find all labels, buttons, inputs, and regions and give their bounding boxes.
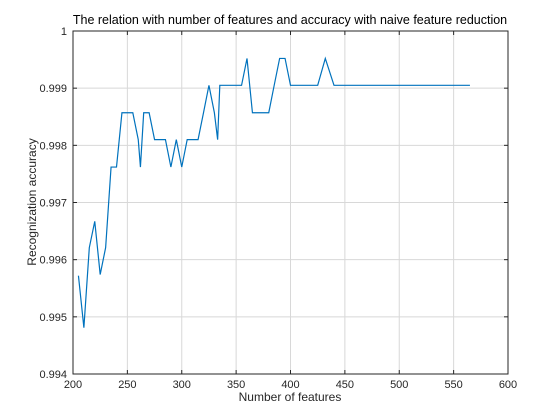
x-tick-label: 450	[336, 379, 354, 391]
chart-title: The relation with number of features and…	[73, 13, 507, 27]
grid-lines	[73, 31, 508, 374]
y-tick-label: 0.995	[39, 312, 67, 324]
series-layer	[77, 56, 470, 328]
x-tick-label: 500	[390, 379, 408, 391]
y-tick-label: 0.994	[39, 369, 67, 381]
x-axis-label: Number of features	[239, 390, 342, 404]
y-tick-label: 0.997	[39, 198, 67, 210]
x-tick-label: 300	[173, 379, 191, 391]
x-tick-label: 600	[499, 379, 517, 391]
y-tick-labels: 0.994 0.995 0.996 0.997 0.998 0.999 1	[39, 26, 67, 381]
x-tick-labels: 200 250 300 350 400 450 500 550 600	[64, 379, 517, 391]
y-tick-label: 0.996	[39, 255, 67, 267]
y-tick-label: 0.999	[39, 83, 67, 95]
y-tick-label: 0.998	[39, 140, 67, 152]
y-tick-label: 1	[61, 26, 67, 38]
x-tick-label: 400	[281, 379, 299, 391]
x-tick-label: 200	[64, 379, 82, 391]
x-tick-label: 350	[227, 379, 245, 391]
x-tick-label: 550	[444, 379, 462, 391]
tick-marks	[72, 30, 509, 375]
x-tick-label: 250	[118, 379, 136, 391]
y-axis-label: Recognization accuracy	[25, 138, 39, 265]
accuracy-series-line	[77, 56, 470, 328]
